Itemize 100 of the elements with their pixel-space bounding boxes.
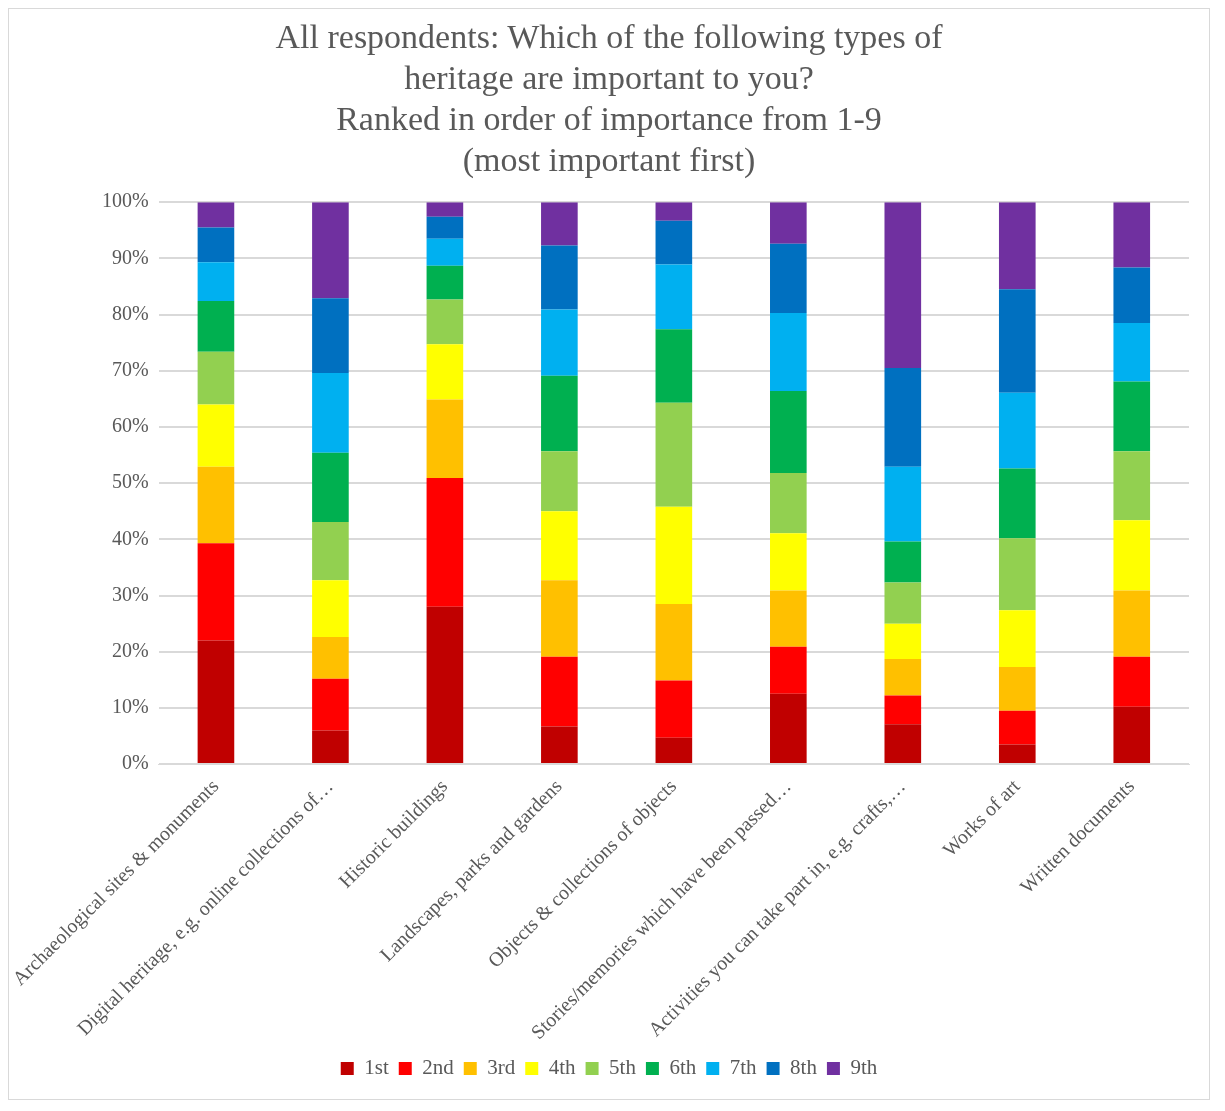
legend-label: 3rd bbox=[487, 1055, 516, 1080]
bar bbox=[1113, 590, 1151, 657]
bar bbox=[884, 466, 922, 542]
bar bbox=[312, 521, 349, 581]
bar bbox=[426, 399, 464, 479]
bar bbox=[655, 402, 693, 507]
y-tick-label: 90% bbox=[112, 245, 149, 268]
bar bbox=[197, 227, 235, 263]
y-tick-label: 60% bbox=[112, 414, 149, 437]
bar bbox=[770, 312, 807, 391]
bar bbox=[998, 710, 1036, 745]
y-tick-label: 0% bbox=[122, 751, 149, 774]
bar bbox=[770, 202, 807, 244]
y-tick-label: 30% bbox=[112, 582, 149, 605]
legend-label: 8th bbox=[790, 1055, 818, 1080]
bar bbox=[426, 344, 464, 400]
bar bbox=[884, 695, 922, 725]
bar bbox=[312, 373, 349, 453]
bar bbox=[541, 202, 578, 246]
bar bbox=[770, 243, 807, 313]
bar bbox=[541, 580, 578, 657]
bar bbox=[541, 451, 578, 512]
legend-label: 1st bbox=[364, 1055, 389, 1080]
bar bbox=[541, 309, 578, 376]
bar bbox=[998, 666, 1036, 711]
bar bbox=[655, 506, 693, 604]
legend-label: 2nd bbox=[422, 1055, 455, 1080]
bar bbox=[770, 646, 807, 694]
legend-label: 9th bbox=[850, 1055, 878, 1080]
bar bbox=[770, 473, 807, 534]
bar bbox=[655, 680, 693, 738]
y-tick-label: 50% bbox=[112, 470, 149, 493]
bar bbox=[998, 202, 1036, 290]
bar bbox=[312, 678, 349, 731]
bar bbox=[541, 656, 578, 727]
y-tick-label: 20% bbox=[112, 638, 149, 661]
bar bbox=[770, 391, 807, 474]
bar bbox=[426, 202, 464, 217]
bar bbox=[1113, 202, 1151, 268]
bar bbox=[312, 452, 349, 522]
bar bbox=[541, 245, 578, 310]
bar bbox=[1113, 381, 1151, 452]
bar bbox=[1113, 656, 1151, 707]
bar bbox=[655, 202, 693, 221]
legend-label: 4th bbox=[548, 1055, 577, 1080]
bar bbox=[1113, 520, 1151, 591]
bar bbox=[655, 329, 693, 403]
bar bbox=[770, 533, 807, 591]
y-tick-label: 100% bbox=[102, 189, 149, 212]
legend-label: 6th bbox=[669, 1055, 697, 1080]
bar bbox=[197, 543, 235, 641]
bar bbox=[655, 264, 693, 330]
bar bbox=[426, 299, 464, 345]
bar bbox=[655, 220, 693, 265]
bar bbox=[426, 606, 464, 764]
bar bbox=[998, 538, 1036, 611]
chart-title: All respondents: Which of the following types of heritage are important to you? Ranked in order of importance from 1-9 (most important first) bbox=[275, 18, 944, 179]
bar bbox=[884, 659, 922, 696]
bar bbox=[998, 744, 1036, 764]
bar bbox=[197, 262, 235, 302]
bar bbox=[884, 724, 922, 764]
bar bbox=[884, 541, 922, 583]
bar bbox=[197, 640, 235, 764]
legend-label: 7th bbox=[729, 1055, 758, 1080]
bar bbox=[998, 610, 1036, 667]
bar bbox=[770, 693, 807, 764]
bar bbox=[197, 404, 235, 467]
bar bbox=[1113, 451, 1151, 521]
bar bbox=[426, 216, 464, 239]
bar bbox=[312, 580, 349, 638]
bar bbox=[1113, 323, 1151, 382]
bar bbox=[884, 582, 922, 624]
bar bbox=[197, 466, 235, 544]
bar bbox=[1113, 267, 1151, 324]
bar bbox=[312, 637, 349, 679]
y-tick-label: 80% bbox=[112, 301, 149, 324]
bar bbox=[197, 202, 235, 228]
bar bbox=[197, 351, 235, 405]
y-tick-label: 70% bbox=[112, 358, 149, 381]
bar bbox=[998, 392, 1036, 469]
bar bbox=[541, 726, 578, 764]
bar bbox=[426, 238, 464, 266]
legend-label: 5th bbox=[609, 1055, 637, 1080]
bar bbox=[998, 289, 1036, 393]
bar bbox=[884, 202, 922, 368]
bar bbox=[655, 737, 693, 764]
y-tick-label: 10% bbox=[112, 695, 149, 718]
y-tick-label: 40% bbox=[112, 526, 149, 549]
bar bbox=[770, 590, 807, 647]
bar bbox=[312, 298, 349, 374]
bar bbox=[655, 603, 693, 681]
bar bbox=[998, 468, 1036, 539]
bar bbox=[541, 511, 578, 581]
bar bbox=[884, 367, 922, 467]
bar bbox=[1113, 706, 1151, 764]
bar bbox=[426, 265, 464, 300]
bar bbox=[884, 623, 922, 660]
bar bbox=[426, 478, 464, 607]
bar bbox=[312, 730, 349, 764]
bar bbox=[312, 202, 349, 299]
